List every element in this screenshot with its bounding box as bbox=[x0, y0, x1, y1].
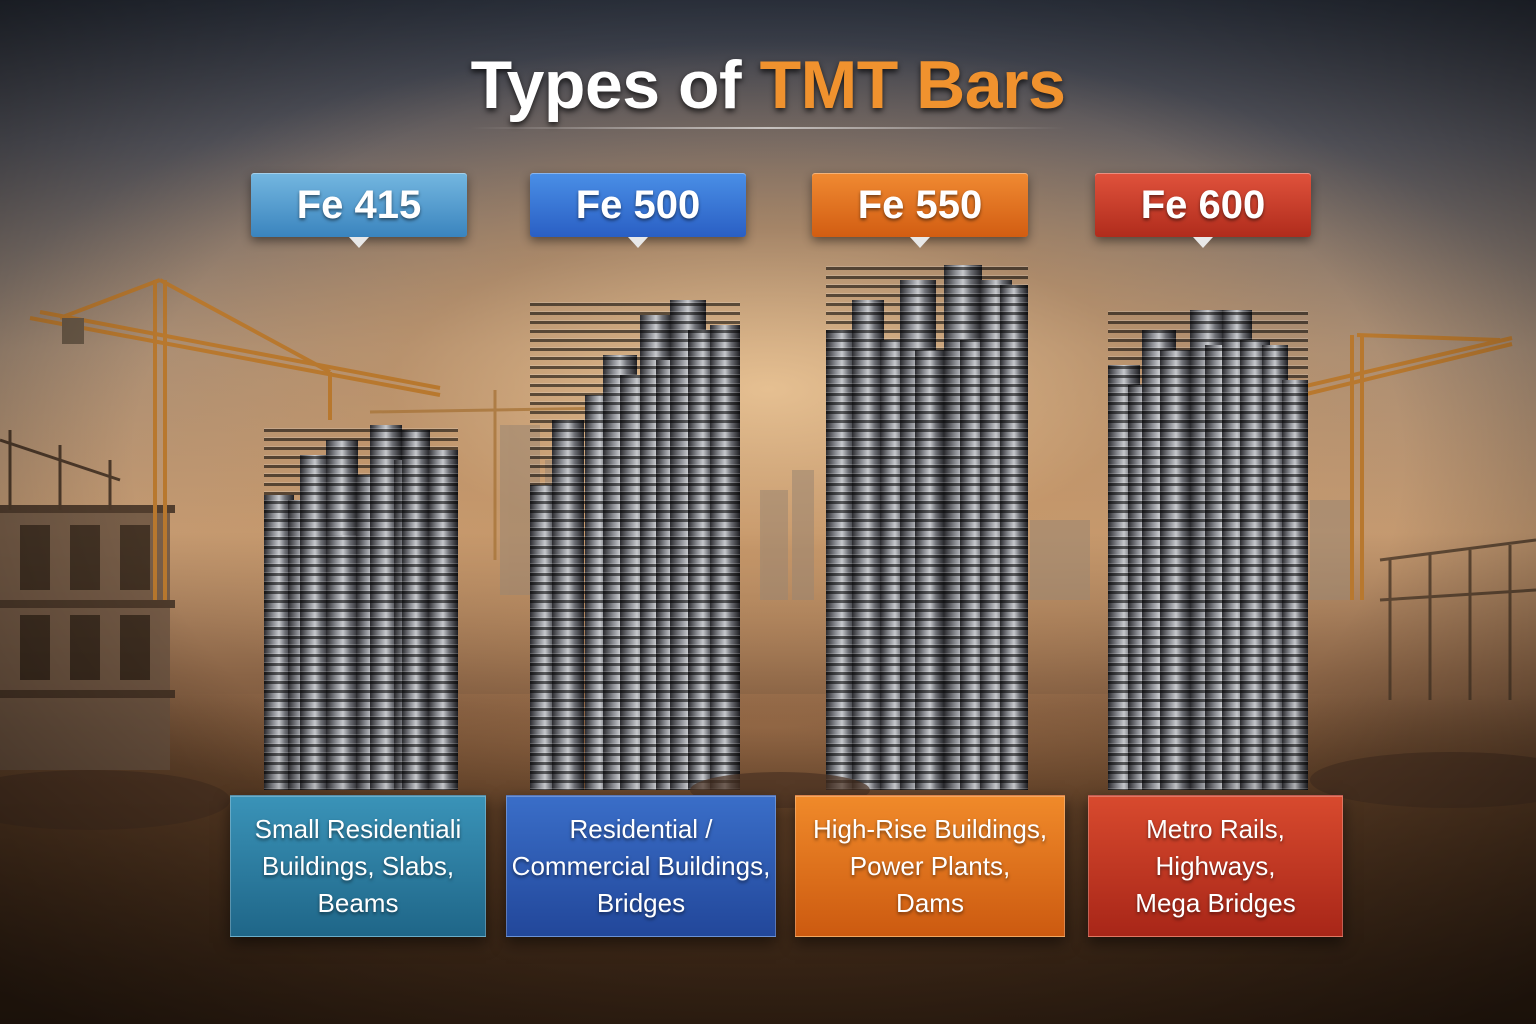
usage-line: Residential / bbox=[569, 813, 713, 844]
usage-line: Highways, bbox=[1155, 850, 1276, 881]
usage-line: Metro Rails, bbox=[1146, 813, 1285, 844]
usage-line: Dams bbox=[896, 887, 964, 918]
usage-line: High-Rise Buildings, bbox=[812, 813, 1048, 844]
page-title: Types of TMT Bars bbox=[0, 46, 1536, 124]
usage-line: Bridges bbox=[596, 887, 686, 918]
usage-line: Beams bbox=[317, 887, 399, 918]
grade-label-fe550: Fe 550 bbox=[812, 173, 1028, 248]
usage-line: Power Plants, bbox=[849, 850, 1011, 881]
grade-label-fe415: Fe 415 bbox=[251, 173, 467, 248]
title-divider bbox=[470, 127, 1066, 129]
usage-panel-fe550: High-Rise Buildings, Power Plants, Dams bbox=[795, 795, 1065, 937]
title-part-1: Types of bbox=[470, 47, 742, 123]
usage-line: Commercial Buildings, bbox=[511, 850, 771, 881]
usage-panel-fe600: Metro Rails, Highways, Mega Bridges bbox=[1088, 795, 1343, 937]
usage-panel-fe415: Small Residentiali Buildings, Slabs, Bea… bbox=[230, 795, 486, 937]
title-part-2: TMT Bars bbox=[759, 47, 1066, 123]
grade-label-fe500: Fe 500 bbox=[530, 173, 746, 248]
grade-label-fe600: Fe 600 bbox=[1095, 173, 1311, 248]
usage-line: Small Residentiali bbox=[254, 813, 462, 844]
usage-line: Mega Bridges bbox=[1135, 887, 1296, 918]
usage-panel-fe500: Residential / Commercial Buildings, Brid… bbox=[506, 795, 776, 937]
usage-line: Buildings, Slabs, bbox=[261, 850, 455, 881]
